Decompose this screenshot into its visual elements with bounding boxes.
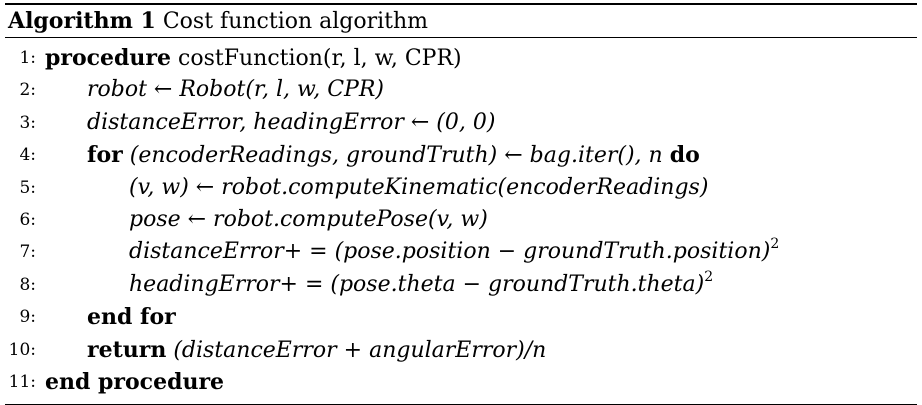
algorithm-line: 6: pose ← robot.computePose(v, w) (5, 204, 917, 236)
keyword-end-for: end for (87, 304, 176, 331)
heading-error-expression: headingError+ = (pose.theta − groundTrut… (129, 271, 705, 297)
algorithm-line: 10: return (distanceError + angularError… (5, 334, 917, 366)
for-clause: (encoderReadings, groundTruth) ← bag.ite… (129, 143, 663, 169)
procedure-signature: costFunction(r, l, w, CPR) (178, 46, 462, 71)
algorithm-line: 5: (v, w) ← robot.computeKinematic(encod… (5, 172, 917, 204)
line-code: for (encoderReadings, groundTruth) ← bag… (87, 139, 700, 172)
line-number: 9: (19, 307, 36, 328)
line-number: 6: (19, 209, 36, 230)
line-number: 7: (19, 242, 36, 263)
distance-error-expression: distanceError+ = (pose.position − ground… (129, 239, 771, 265)
line-number: 3: (19, 112, 36, 133)
algorithm-block: Algorithm 1 Cost function algorithm 1: p… (5, 3, 917, 405)
line-number: 11: (8, 371, 36, 392)
caption-rule (5, 37, 917, 38)
line-code: distanceError, headingError ← (0, 0) (87, 109, 496, 135)
line-code: distanceError+ = (pose.position − ground… (129, 236, 779, 268)
caption-title: Cost function algorithm (162, 9, 429, 34)
line-code: procedure costFunction(r, l, w, CPR) (45, 42, 462, 75)
line-number: 10: (8, 339, 36, 360)
algorithm-line: 3: distanceError, headingError ← (0, 0) (5, 107, 917, 139)
algorithm-line: 9: end for (5, 301, 917, 333)
keyword-end-procedure: end procedure (45, 368, 225, 395)
return-expression: (distanceError + angularError)/n (173, 337, 547, 363)
line-number: 8: (19, 274, 36, 295)
line-number: 2: (19, 80, 36, 101)
algorithm-body: 1: procedure costFunction(r, l, w, CPR) … (5, 38, 917, 404)
algorithm-line: 1: procedure costFunction(r, l, w, CPR) (5, 42, 917, 74)
algorithm-line: 2: robot ← Robot(r, l, w, CPR) (5, 74, 917, 106)
algorithm-caption: Algorithm 1 Cost function algorithm (5, 5, 917, 37)
line-number: 5: (19, 177, 36, 198)
line-code: robot ← Robot(r, l, w, CPR) (87, 77, 385, 103)
top-rule (5, 3, 917, 5)
algorithm-line: 4: for (encoderReadings, groundTruth) ← … (5, 139, 917, 171)
keyword-for: for (87, 142, 123, 169)
line-number: 4: (19, 145, 36, 166)
algorithm-line: 8: headingError+ = (pose.theta − groundT… (5, 269, 917, 301)
keyword-do: do (669, 142, 700, 169)
line-code: pose ← robot.computePose(v, w) (129, 206, 488, 232)
algorithm-line: 7: distanceError+ = (pose.position − gro… (5, 236, 917, 268)
keyword-return: return (87, 336, 167, 363)
keyword-procedure: procedure (45, 45, 172, 71)
caption-label: Algorithm 1 (8, 8, 156, 34)
line-code: return (distanceError + angularError)/n (87, 334, 546, 367)
exponent: 2 (704, 268, 714, 285)
line-code: headingError+ = (pose.theta − groundTrut… (129, 269, 713, 301)
line-number: 1: (19, 48, 36, 68)
exponent: 2 (770, 236, 780, 253)
line-code: (v, w) ← robot.computeKinematic(encoderR… (129, 174, 709, 200)
algorithm-line: 11: end procedure (5, 366, 917, 398)
